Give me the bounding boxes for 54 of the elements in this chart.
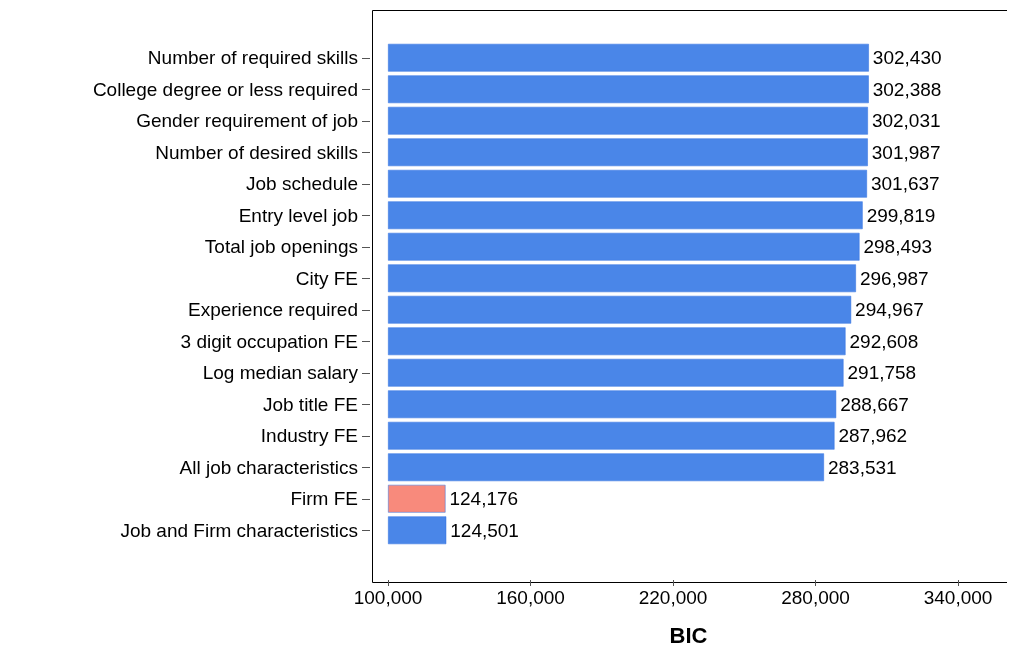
data-label: 292,608 [849, 330, 919, 352]
data-label: 299,819 [866, 204, 936, 226]
x-tick-label: 220,000 [638, 587, 708, 608]
y-tick-label: Job title FE [262, 393, 358, 415]
bar [388, 421, 835, 450]
data-label: 301,637 [870, 173, 940, 195]
bar [388, 390, 837, 419]
bar [388, 264, 856, 293]
y-tick-label: Number of required skills [147, 47, 358, 69]
y-tick-label: Total job openings [204, 236, 358, 258]
data-label: 288,667 [840, 393, 909, 415]
data-label: 301,987 [871, 141, 941, 163]
y-tick-label: Entry level job [238, 204, 358, 226]
data-label: 302,430 [872, 47, 942, 69]
data-label: 302,388 [872, 78, 942, 100]
x-tick-label: 160,000 [496, 587, 565, 608]
y-tick-label: Job schedule [246, 173, 358, 195]
y-tick-label: All job characteristics [179, 456, 358, 478]
data-label: 124,501 [450, 519, 519, 541]
bar [388, 516, 447, 545]
data-label: 291,758 [847, 362, 917, 384]
bar [388, 453, 824, 482]
bar [388, 43, 869, 72]
bar [388, 106, 868, 135]
bar [388, 201, 863, 230]
y-tick-label: Job and Firm characteristics [120, 519, 358, 541]
data-label: 296,987 [859, 267, 929, 289]
bar [388, 295, 852, 324]
data-label: 298,493 [863, 236, 933, 258]
bar [388, 232, 860, 261]
y-tick-label: Log median salary [202, 362, 359, 384]
bar [388, 75, 869, 104]
data-label: 287,962 [838, 425, 908, 447]
bar [388, 327, 846, 356]
y-tick-label: Industry FE [260, 425, 358, 447]
y-tick-label: Experience required [187, 299, 358, 321]
x-tick-label: 280,000 [781, 587, 850, 608]
y-tick-label: College degree or less required [92, 78, 358, 100]
y-tick-label: Firm FE [290, 488, 358, 510]
bar [388, 138, 868, 167]
y-tick-label: Gender requirement of job [136, 110, 358, 132]
y-tick-label: City FE [295, 267, 358, 289]
data-label: 302,031 [871, 110, 941, 132]
bar [388, 358, 844, 387]
bar [388, 484, 446, 513]
data-label: 124,176 [449, 488, 519, 510]
x-tick-label: 340,000 [923, 587, 993, 608]
x-tick-label: 100,000 [353, 587, 423, 608]
data-label: 294,967 [855, 299, 924, 321]
x-axis-title: BIC [669, 622, 708, 648]
bar [388, 169, 867, 198]
y-tick-label: 3 digit occupation FE [180, 330, 358, 352]
data-label: 283,531 [827, 456, 897, 478]
y-tick-label: Number of desired skills [155, 141, 358, 163]
